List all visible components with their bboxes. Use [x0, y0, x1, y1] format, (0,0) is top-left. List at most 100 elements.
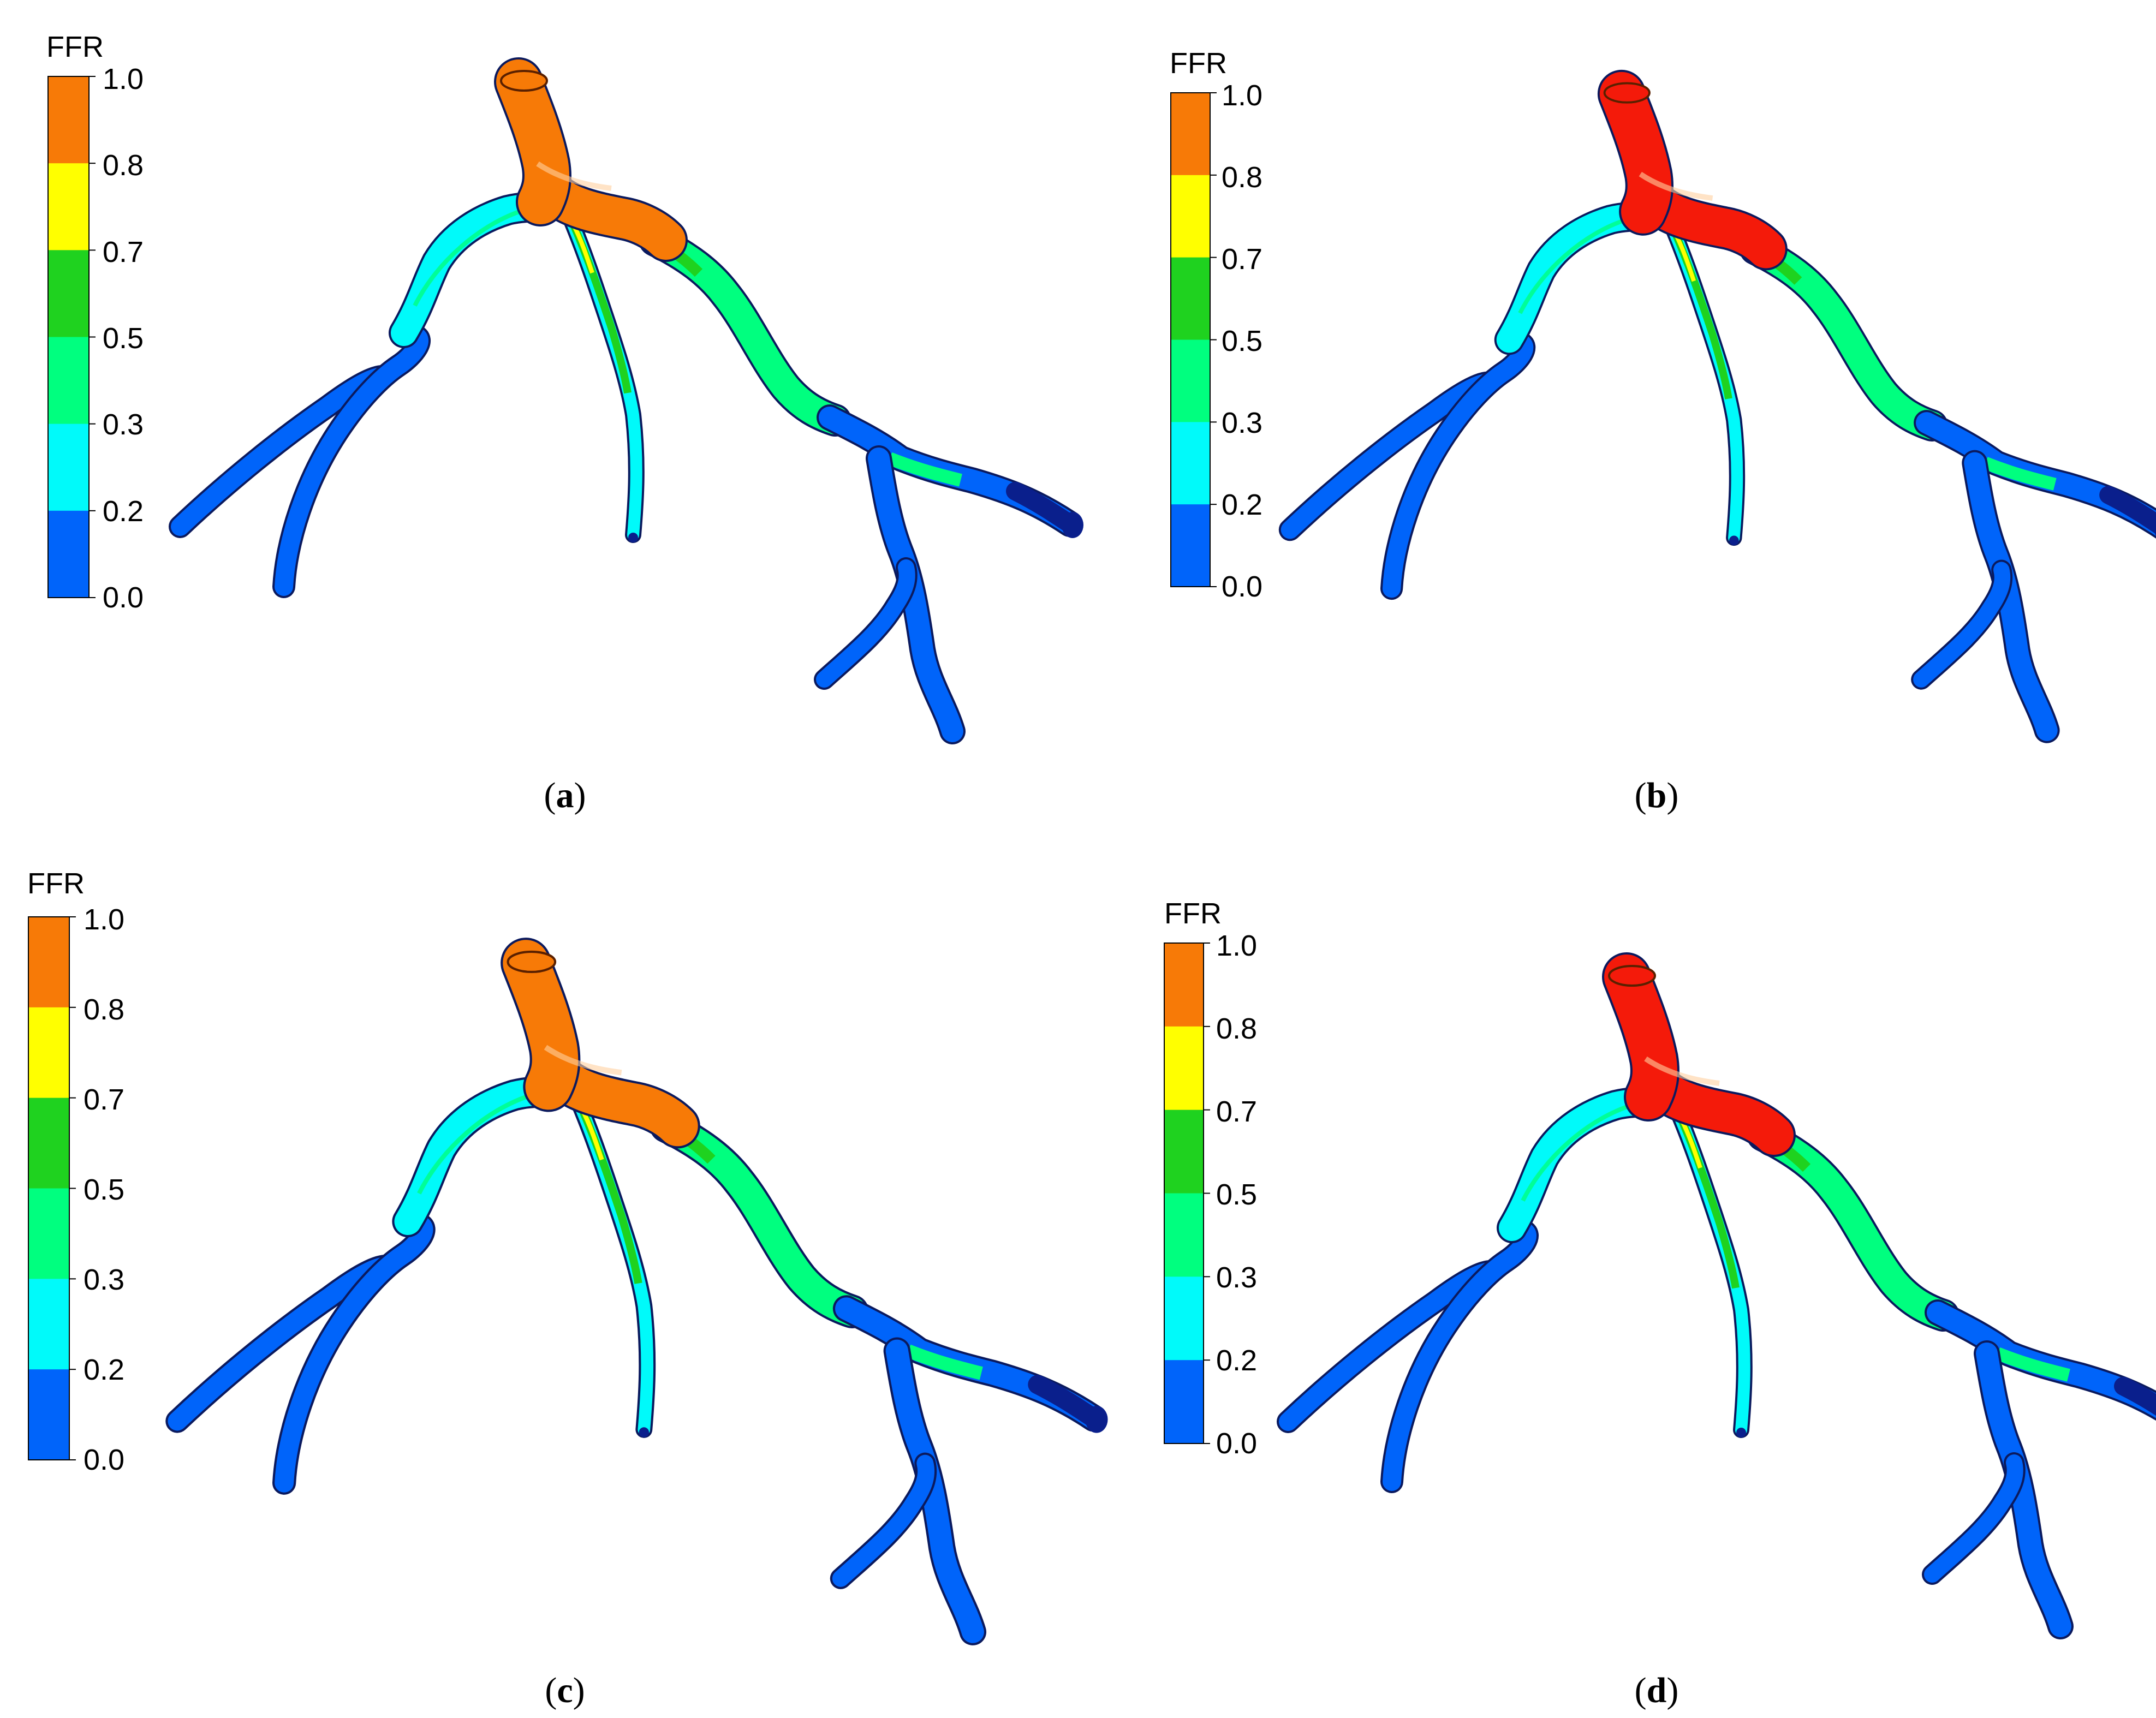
right-outlet: [1062, 512, 1083, 538]
colorbar-tick: 1.0: [84, 903, 125, 936]
colorbar-tick: 0.2: [84, 1353, 125, 1386]
vessel-left-main: [1499, 1089, 1661, 1241]
colorbar-tick: 0.3: [1216, 1261, 1258, 1294]
inlet-trunk: [503, 940, 579, 1110]
right-end-dark: [2099, 486, 2156, 534]
colorbar-band: [1164, 1026, 1204, 1111]
colorbar-band: [28, 1007, 69, 1099]
inlet-opening: [1608, 965, 1656, 987]
gradient-streak: [1518, 217, 1628, 314]
panel-label-d: (d): [1634, 1671, 1679, 1710]
branch-left-lower: [1383, 1221, 1536, 1491]
colorbar-band: [1171, 422, 1210, 505]
colorbar-d: [1164, 942, 1210, 1444]
right-outlet: [1085, 1406, 1108, 1433]
colorbar-band: [28, 1188, 69, 1279]
inlet-opening: [507, 950, 557, 974]
colorbar-c: [28, 916, 76, 1460]
gradient-right-distal: [1995, 1347, 2070, 1382]
vessel-tree-b: [1278, 69, 2156, 743]
colorbar-band: [48, 76, 89, 164]
panel-label-b: (b): [1634, 776, 1679, 815]
branch-lower-left: [1913, 562, 2011, 688]
middle-tip: [628, 533, 638, 542]
vessel-tree-d: [1277, 952, 2156, 1639]
colorbar-band: [1164, 1276, 1204, 1361]
gradient-streak: [413, 208, 525, 307]
middle-tip: [1736, 1428, 1746, 1437]
colorbar-band: [1164, 1109, 1204, 1194]
colorbar-tick: 0.2: [1222, 488, 1263, 521]
inlet-opening: [1603, 82, 1651, 104]
colorbar-tick: 0.0: [1216, 1427, 1258, 1460]
colorbar-tick: 1.0: [1216, 929, 1258, 962]
branch-left-lower: [275, 326, 428, 596]
colorbar-b: [1170, 92, 1217, 587]
right-end-dark: [2114, 1377, 2156, 1416]
colorbar-band: [1164, 943, 1204, 1027]
colorbar-tick: 0.5: [84, 1173, 125, 1206]
inlet-trunk: [1599, 71, 1672, 234]
right-outlet: [2154, 520, 2156, 536]
colorbar-band: [48, 250, 89, 337]
colorbar-tick: 0.7: [84, 1083, 125, 1116]
colorbar-tick: 0.3: [1222, 407, 1263, 439]
colorbar-band: [28, 1279, 69, 1370]
vessel-right-main: [1741, 235, 1946, 440]
panel-label-a: (a): [544, 776, 586, 815]
panel-label-c: (c): [545, 1671, 585, 1710]
colorbar-band: [1171, 257, 1210, 340]
colorbar-title-c: FFR: [27, 867, 85, 900]
colorbar-tick: 0.5: [1222, 325, 1263, 357]
colorbar-tick: 0.8: [84, 993, 125, 1026]
vessel-right-main: [1749, 1121, 1957, 1329]
gradient-right-distal: [1983, 457, 2057, 491]
colorbar-tick: 1.0: [103, 63, 144, 96]
colorbar-title-a: FFR: [46, 31, 104, 63]
colorbar-tick: 0.3: [103, 408, 144, 441]
vessel-left-main: [391, 194, 553, 346]
colorbar-band: [1171, 339, 1210, 422]
colorbar-band: [48, 163, 89, 250]
colorbar-tick: 0.8: [1216, 1012, 1258, 1045]
colorbar-tick: 0.8: [103, 149, 144, 182]
colorbar-band: [28, 1097, 69, 1189]
inlet-highlight: [544, 1045, 622, 1076]
colorbar-tick: 0.5: [1216, 1178, 1258, 1211]
colorbar-tick: 0.2: [103, 495, 144, 528]
branch-lower-left: [832, 1454, 935, 1587]
colorbar-tick: 0.3: [84, 1263, 125, 1296]
colorbar-band: [1164, 1360, 1204, 1444]
gradient-streak: [417, 1093, 533, 1195]
colorbar-band: [1171, 175, 1210, 258]
gradient-right-distal: [887, 452, 962, 487]
middle-tip: [1729, 535, 1739, 546]
colorbar-a: [47, 76, 96, 598]
colorbar-tick: 0.0: [1222, 570, 1263, 603]
inlet-trunk: [1604, 955, 1677, 1119]
inlet-highlight: [1639, 171, 1713, 201]
branch-left-lower: [1382, 333, 1534, 598]
colorbar-band: [1171, 93, 1210, 176]
colorbar-band: [28, 917, 69, 1008]
colorbar-tick: 0.0: [84, 1443, 125, 1476]
inlet-highlight: [1644, 1056, 1720, 1086]
inlet-opening: [500, 70, 548, 92]
colorbar-tick: 1.0: [1222, 79, 1263, 112]
colorbar-band: [48, 337, 89, 425]
branch-left-lower: [275, 1214, 433, 1493]
colorbar-tick: 0.7: [103, 236, 144, 269]
branch-lower-left: [1924, 1454, 2023, 1583]
vessel-right-main: [641, 226, 849, 434]
colorbar-band: [1171, 504, 1210, 587]
inlet-highlight: [536, 161, 612, 191]
middle-tip: [639, 1427, 650, 1437]
colorbar-tick: 0.5: [103, 322, 144, 355]
vessel-tree-c: [165, 938, 1108, 1645]
colorbar-tick: 0.2: [1216, 1344, 1258, 1377]
colorbar-tick: 0.8: [1222, 161, 1263, 194]
vessel-right-main: [652, 1111, 867, 1326]
colorbar-tick: 0.7: [1222, 243, 1263, 276]
